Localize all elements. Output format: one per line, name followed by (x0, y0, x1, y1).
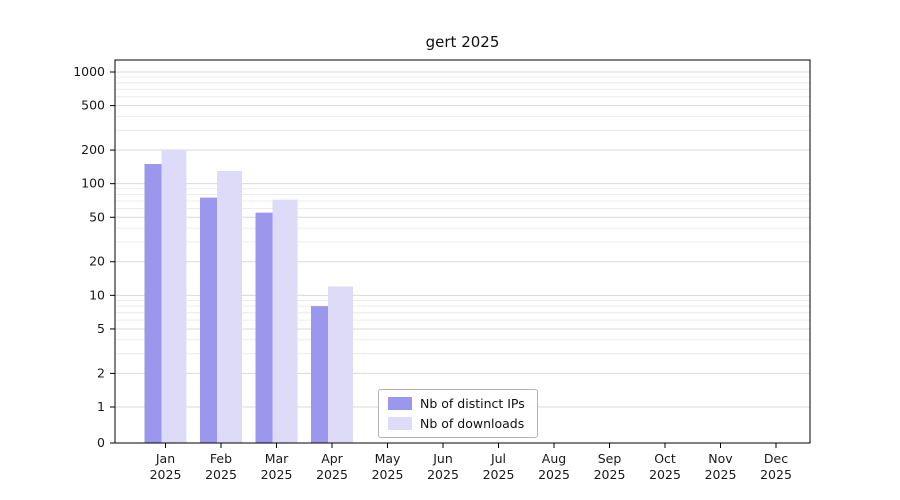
y-tick-label: 10 (89, 287, 105, 302)
x-tick-label-month: Feb (210, 451, 232, 466)
bar-downloads-2 (217, 170, 242, 443)
y-tick-label: 200 (81, 142, 105, 157)
chart-title: gert 2025 (425, 33, 500, 51)
x-tick-label-year: 2025 (205, 467, 237, 482)
x-tick-label-year: 2025 (483, 467, 515, 482)
y-tick-label: 0 (97, 435, 105, 450)
y-tick-label: 5 (97, 321, 105, 336)
x-tick-label-year: 2025 (261, 467, 293, 482)
x-tick-label-year: 2025 (760, 467, 792, 482)
x-tick-label-year: 2025 (316, 467, 348, 482)
legend-label-downloads: Nb of downloads (420, 416, 525, 431)
x-tick-label-month: Dec (764, 451, 788, 466)
x-tick-label-year: 2025 (427, 467, 459, 482)
x-tick-label-month: Nov (708, 451, 733, 466)
bar-downloads-1 (161, 150, 187, 444)
x-tick-label-year: 2025 (649, 467, 681, 482)
x-tick-label-month: Jul (490, 451, 506, 466)
legend: Nb of distinct IPs Nb of downloads (378, 389, 538, 438)
bar-downloads-3 (272, 199, 298, 443)
x-tick-label-month: Jan (155, 451, 175, 466)
x-tick-label-month: Apr (321, 451, 343, 466)
x-tick-label-year: 2025 (705, 467, 737, 482)
x-tick-label-year: 2025 (594, 467, 626, 482)
x-tick-label-year: 2025 (538, 467, 570, 482)
x-tick-label-month: May (375, 451, 401, 466)
x-tick-label-year: 2025 (372, 467, 404, 482)
bar-downloads-4 (328, 286, 353, 443)
y-tick-label: 500 (81, 98, 105, 113)
legend-item-distinct-ips: Nb of distinct IPs (388, 396, 525, 411)
x-tick-label-year: 2025 (150, 467, 182, 482)
legend-swatch-downloads (388, 417, 412, 430)
legend-swatch-distinct-ips (388, 397, 412, 410)
x-tick-label-month: Jun (432, 451, 453, 466)
y-tick-label: 1000 (73, 64, 105, 79)
x-tick-label-month: Mar (265, 451, 289, 466)
y-tick-label: 20 (89, 254, 105, 269)
legend-item-downloads: Nb of downloads (388, 416, 525, 431)
legend-label-distinct-ips: Nb of distinct IPs (420, 396, 525, 411)
y-tick-label: 50 (89, 209, 105, 224)
y-tick-label: 1 (97, 399, 105, 414)
x-tick-label-month: Aug (542, 451, 566, 466)
x-tick-label-month: Sep (598, 451, 622, 466)
y-tick-label: 2 (97, 365, 105, 380)
plot-spines (114, 59, 811, 444)
x-tick-label-month: Oct (654, 451, 676, 466)
y-tick-label: 100 (81, 176, 105, 191)
